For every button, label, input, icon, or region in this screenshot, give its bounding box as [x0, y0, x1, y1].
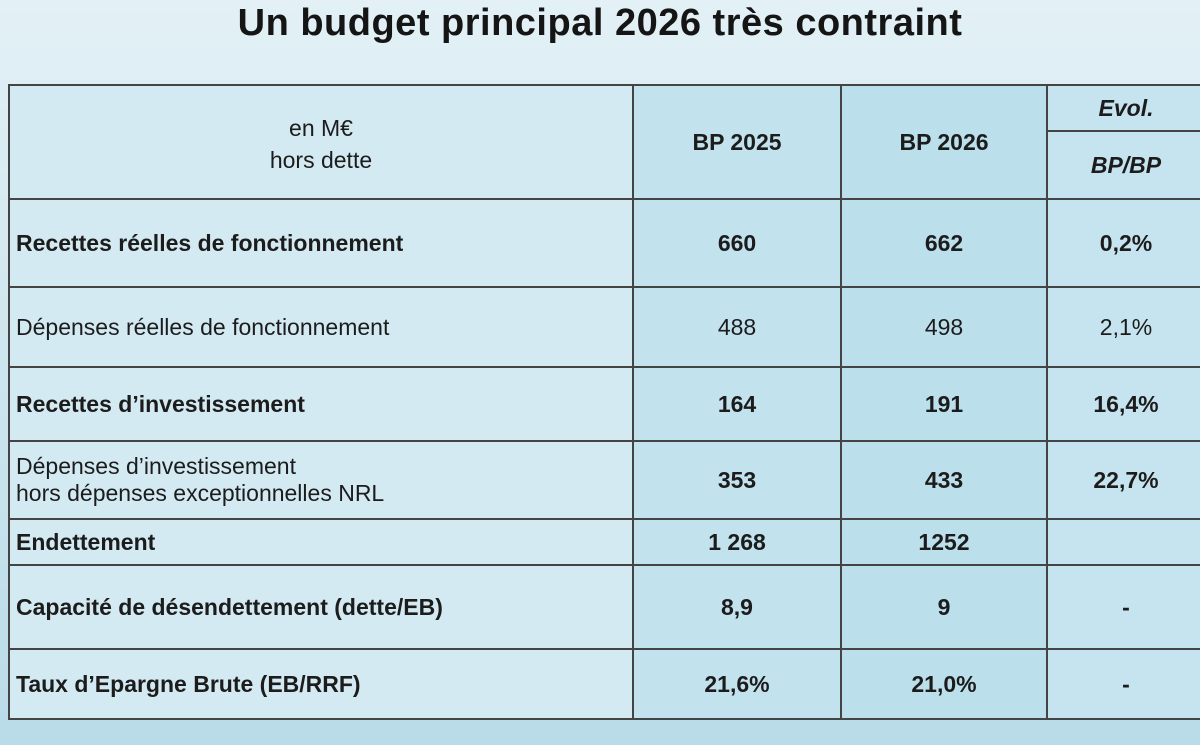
- page-title: Un budget principal 2026 très contraint: [237, 2, 963, 44]
- cell-bp2025: 1 268: [632, 518, 842, 566]
- cell-evol: -: [1046, 648, 1200, 720]
- cell-bp2025: 660: [632, 198, 842, 288]
- cell-evol: [1046, 518, 1200, 566]
- cell-bp2026: 662: [840, 198, 1048, 288]
- table-row: Recettes réelles de fonctionnement 660 6…: [8, 198, 1200, 288]
- unit-header-cell: en M€ hors dette: [8, 84, 634, 200]
- table-row: Endettement 1 268 1252: [8, 518, 1200, 566]
- row-label: Taux d’Epargne Brute (EB/RRF): [8, 648, 634, 720]
- cell-evol: 16,4%: [1046, 366, 1200, 442]
- cell-bp2025: 164: [632, 366, 842, 442]
- budget-table: en M€ hors dette BP 2025 BP 2026 Evol. B…: [8, 84, 1200, 720]
- cell-bp2025: 353: [632, 440, 842, 520]
- row-label: Dépenses d’investissement hors dépenses …: [8, 440, 634, 520]
- cell-bp2025: 21,6%: [632, 648, 842, 720]
- header-evol: Evol.: [1046, 84, 1200, 132]
- cell-evol: 0,2%: [1046, 198, 1200, 288]
- unit-line-2: hors dette: [269, 147, 373, 173]
- cell-bp2026: 21,0%: [840, 648, 1048, 720]
- table-row: Recettes d’investissement 164 191 16,4%: [8, 366, 1200, 442]
- cell-bp2026: 191: [840, 366, 1048, 442]
- header-row-2: BP/BP: [9, 130, 1200, 200]
- table-row: Capacité de désendettement (dette/EB) 8,…: [8, 564, 1200, 650]
- row-label: Recettes réelles de fonctionnement: [8, 198, 634, 288]
- row-label-line-2: hors dépenses exceptionnelles NRL: [16, 480, 385, 506]
- cell-evol: 2,1%: [1046, 286, 1200, 368]
- table-row: Dépenses réelles de fonctionnement 488 4…: [8, 286, 1200, 368]
- header-bp2025: BP 2025: [632, 84, 842, 200]
- row-label: Recettes d’investissement: [8, 366, 634, 442]
- table-row: Dépenses d’investissement hors dépenses …: [8, 440, 1200, 520]
- cell-evol: -: [1046, 564, 1200, 650]
- header-row: en M€ hors dette BP 2025 BP 2026 Evol.: [8, 84, 1200, 200]
- cell-bp2026: 9: [840, 564, 1048, 650]
- cell-bp2026: 1252: [840, 518, 1048, 566]
- row-label: Dépenses réelles de fonctionnement: [8, 286, 634, 368]
- header-evol-bpbp: BP/BP: [1046, 130, 1200, 200]
- row-label-line-1: Dépenses d’investissement: [16, 453, 296, 479]
- cell-bp2025: 8,9: [632, 564, 842, 650]
- table-row: Taux d’Epargne Brute (EB/RRF) 21,6% 21,0…: [8, 648, 1200, 720]
- row-label: Endettement: [8, 518, 634, 566]
- cell-bp2026: 498: [840, 286, 1048, 368]
- unit-line-1: en M€: [289, 115, 353, 141]
- cell-bp2025: 488: [632, 286, 842, 368]
- header-bp2026: BP 2026: [840, 84, 1048, 200]
- cell-evol: 22,7%: [1046, 440, 1200, 520]
- row-label: Capacité de désendettement (dette/EB): [8, 564, 634, 650]
- cell-bp2026: 433: [840, 440, 1048, 520]
